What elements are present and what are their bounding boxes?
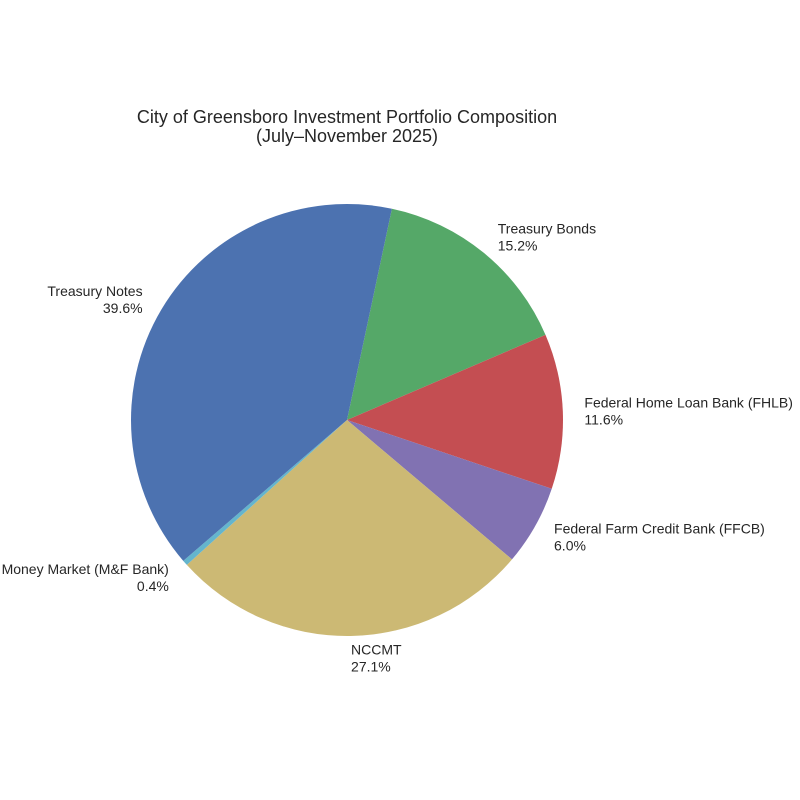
chart-title-line-1: City of Greensboro Investment Portfolio … [137,107,557,127]
slice-label-name: Federal Home Loan Bank (FHLB) [584,394,793,410]
chart-title-line-2: (July–November 2025) [256,126,438,146]
slice-labels: Treasury Bonds 15.2% Federal Home Loan Ban… [2,220,793,674]
pie-slices [131,204,563,636]
slice-label-percent: 0.4% [137,578,169,594]
slice-label-money-market-m-f-bank: Money Market (M&F Bank) 0.4% [2,561,169,594]
slice-label-treasury-bonds: Treasury Bonds 15.2% [498,220,596,253]
pie-slice-treasury-bonds [347,208,546,420]
slice-label-federal-home-loan-bank-fhlb: Federal Home Loan Bank (FHLB) 11.6% [584,394,793,427]
slice-label-name: Federal Farm Credit Bank (FFCB) [554,521,765,537]
pie-slice-federal-home-loan-bank-fhlb [347,334,563,489]
slice-label-name: Treasury Notes [47,283,142,299]
slice-label-percent: 11.6% [584,411,623,427]
pie-slice-nccmt [186,420,512,636]
slice-label-percent: 27.1% [351,659,391,675]
pie-slice-treasury-notes [131,204,392,561]
slice-label-name: Money Market (M&F Bank) [2,561,169,577]
slice-label-name: Treasury Bonds [498,220,596,236]
slice-label-percent: 6.0% [554,538,586,554]
slice-label-percent: 39.6% [103,300,143,316]
pie-slice-federal-farm-credit-bank-ffcb [347,420,552,560]
slice-label-treasury-notes: Treasury Notes 39.6% [47,283,142,316]
pie-slice-money-market-m-f-bank [183,420,347,565]
slice-label-federal-farm-credit-bank-ffcb: Federal Farm Credit Bank (FFCB) 6.0% [554,521,765,554]
slice-label-name: NCCMT [351,642,402,658]
slice-label-percent: 15.2% [498,237,538,253]
slice-label-nccmt: NCCMT 27.1% [351,642,402,675]
